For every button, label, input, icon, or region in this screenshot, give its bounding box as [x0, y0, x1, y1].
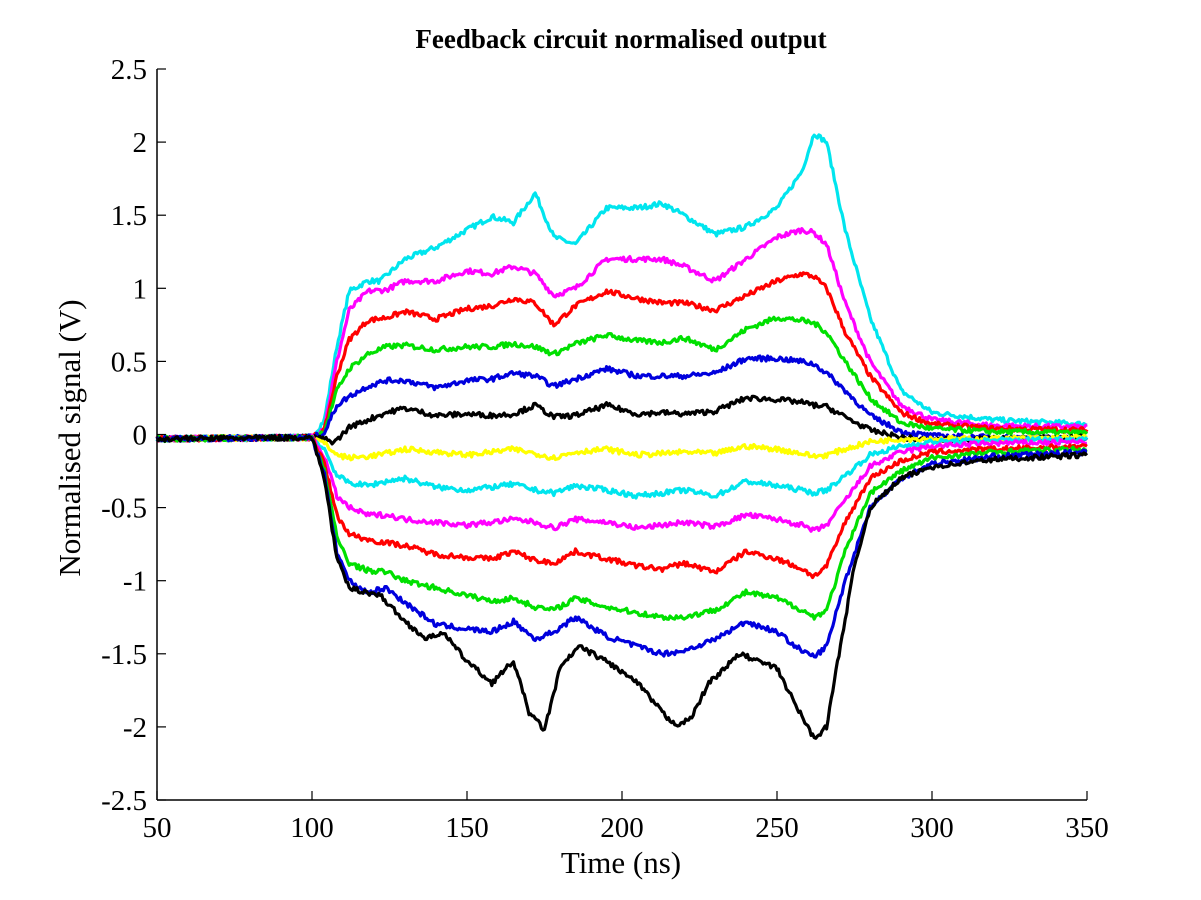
x-tick-label: 250 [755, 812, 799, 844]
y-tick-label: 1.5 [111, 200, 147, 232]
y-tick-label: 2 [133, 127, 148, 159]
series-line-1 [155, 133, 1088, 443]
x-tick-label: 150 [445, 812, 489, 844]
series-line-12 [155, 433, 1088, 659]
y-tick-label: -0.5 [101, 493, 147, 525]
axes: 50 100 150 200 250 300 350 2.5 2 1.5 1 0.5 0 -0.5 -1 -1… [101, 54, 1109, 844]
chart-title: Feedback circuit normalised output [415, 24, 826, 54]
y-tick-label: -2.5 [101, 785, 147, 817]
y-tick-label: -1 [123, 566, 147, 598]
y-tick-label: 1 [133, 273, 148, 305]
y-tick-label: -2 [123, 712, 147, 744]
x-tick-label: 100 [290, 812, 334, 844]
y-tick-label: 0.5 [111, 346, 147, 378]
x-axis-label: Time (ns) [561, 845, 681, 880]
y-tick-label: -1.5 [101, 639, 147, 671]
x-tick-label: 200 [600, 812, 644, 844]
x-tick-label: 300 [910, 812, 954, 844]
plot-area [155, 133, 1089, 740]
x-tick-label: 350 [1065, 812, 1109, 844]
y-tick-label: 2.5 [111, 54, 147, 86]
x-tick-label: 50 [143, 812, 172, 844]
series-line-13 [156, 433, 1089, 740]
y-axis-label: Normalised signal (V) [52, 299, 87, 576]
y-tick-label: 0 [133, 420, 148, 452]
series-line-3 [156, 271, 1089, 443]
